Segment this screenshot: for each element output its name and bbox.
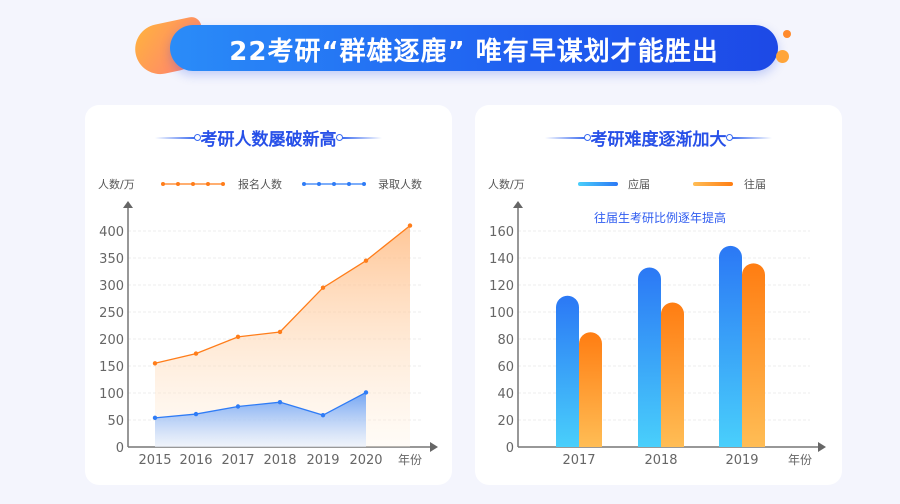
bar-应届 — [638, 267, 661, 447]
y-tick-label: 40 — [497, 387, 514, 402]
y-tick-label: 0 — [116, 441, 124, 456]
bar-应届 — [719, 245, 742, 447]
x-tick-label: 2015 — [138, 453, 171, 468]
decoration-dot — [783, 30, 791, 38]
y-tick-label: 150 — [99, 360, 124, 375]
banner: 22考研“群雄逐鹿” 唯有早谋划才能胜出 — [170, 25, 778, 71]
legend-marker — [221, 182, 225, 186]
series-line — [154, 391, 367, 419]
legend-marker — [176, 182, 180, 186]
y-tick-label: 300 — [99, 279, 124, 294]
data-point — [320, 285, 326, 290]
decoration-dot — [776, 50, 789, 63]
y-tick-label: 0 — [506, 441, 514, 456]
y-tick-label: 100 — [99, 387, 124, 402]
data-point — [320, 412, 326, 418]
title-decoration — [336, 134, 382, 141]
x-tick-label: 2016 — [179, 453, 212, 468]
title-decoration — [155, 134, 201, 141]
legend-marker — [191, 182, 195, 186]
y-tick-label: 140 — [489, 252, 514, 267]
y-axis-label: 人数/万 — [98, 178, 135, 191]
legend-marker — [161, 182, 165, 186]
x-tick-label: 2017 — [562, 453, 595, 468]
x-tick-label: 2020 — [349, 453, 382, 468]
legend-swatch — [693, 182, 733, 186]
y-tick-label: 60 — [497, 360, 514, 375]
x-axis-label: 年份 — [788, 453, 812, 467]
y-tick-label: 400 — [99, 225, 124, 240]
y-tick-label: 160 — [489, 225, 514, 240]
legend-label: 报名人数 — [238, 177, 282, 191]
y-tick-label: 100 — [489, 306, 514, 321]
bar-往届 — [742, 263, 765, 447]
x-tick-label: 2018 — [644, 453, 677, 468]
chart-annotation: 往届生考研比例逐年提高 — [594, 210, 726, 225]
x-tick-label: 2017 — [221, 453, 254, 468]
title-decoration — [726, 134, 772, 141]
data-point — [152, 415, 158, 421]
legend-label: 录取人数 — [378, 178, 422, 191]
legend-label: 应届 — [628, 177, 650, 191]
y-tick-label: 50 — [107, 414, 124, 429]
y-axis-arrow — [123, 201, 133, 208]
data-point — [407, 223, 413, 228]
legend-marker — [347, 182, 351, 186]
y-axis-label: 人数/万 — [488, 178, 525, 191]
x-tick-label: 2018 — [263, 453, 296, 468]
banner-title: 22考研“群雄逐鹿” 唯有早谋划才能胜出 — [229, 37, 719, 67]
bar-应届 — [556, 295, 579, 447]
data-point — [235, 404, 241, 409]
legend-marker — [362, 182, 366, 186]
x-tick-label: 2019 — [725, 453, 758, 468]
data-point — [193, 411, 199, 417]
y-tick-label: 120 — [489, 279, 514, 294]
title-decoration — [545, 134, 591, 141]
y-tick-label: 200 — [99, 333, 124, 348]
y-tick-label: 250 — [99, 306, 124, 321]
bar-往届 — [579, 332, 602, 447]
legend-marker — [317, 182, 321, 186]
x-axis-arrow — [430, 442, 438, 452]
chart-title: 考研人数屡破新高 — [200, 130, 337, 150]
y-tick-label: 20 — [497, 414, 514, 429]
data-point — [235, 334, 241, 340]
y-tick-label: 80 — [497, 333, 514, 348]
x-axis-label: 年份 — [398, 453, 422, 467]
legend-marker — [302, 182, 306, 186]
data-point — [277, 329, 283, 335]
data-point — [277, 399, 283, 405]
x-tick-label: 2019 — [306, 453, 339, 468]
data-point — [363, 258, 369, 263]
legend-marker — [206, 182, 210, 186]
bar-往届 — [661, 302, 684, 447]
chart-title: 考研难度逐渐加大 — [590, 130, 727, 150]
legend-label: 往届 — [744, 177, 766, 191]
data-point — [152, 361, 158, 366]
series-area — [155, 392, 366, 447]
legend-swatch — [578, 182, 618, 186]
data-point — [193, 351, 199, 356]
legend-marker — [332, 182, 336, 186]
y-axis-arrow — [513, 201, 523, 208]
y-tick-label: 350 — [99, 252, 124, 267]
series-area — [155, 225, 410, 447]
data-point — [363, 390, 369, 395]
x-axis-arrow — [818, 442, 826, 452]
